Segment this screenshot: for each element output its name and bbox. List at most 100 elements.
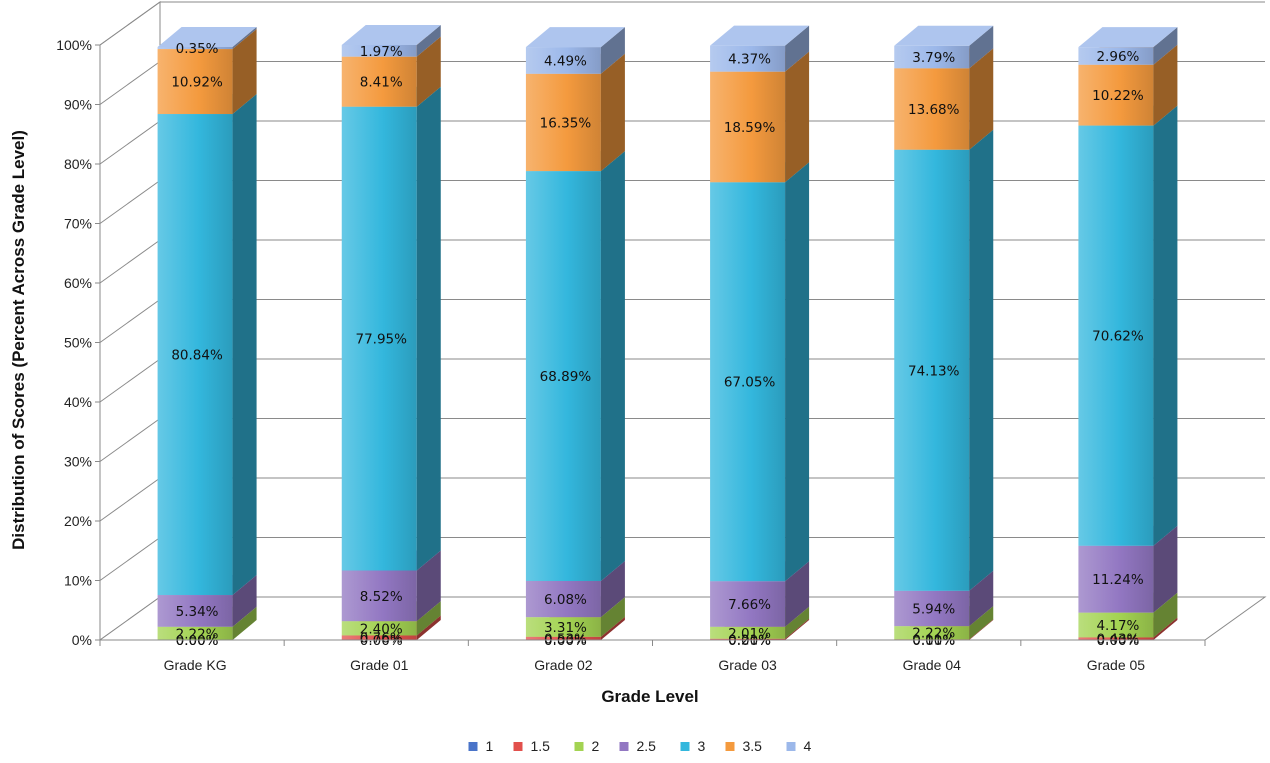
bar-side	[969, 619, 994, 640]
bar-side	[969, 606, 994, 640]
data-label: 0.00%	[912, 633, 955, 649]
bar-front	[894, 626, 970, 640]
bar-front	[894, 590, 970, 627]
legend-label: 3.5	[743, 738, 763, 754]
y-tick-label: 80%	[64, 156, 92, 172]
data-label: 5.94%	[912, 601, 955, 617]
bar-side	[785, 51, 810, 183]
data-label: 3.31%	[544, 620, 587, 636]
bar-front	[157, 49, 233, 115]
data-label: 0.00%	[176, 633, 219, 649]
bar-side	[232, 575, 257, 627]
bar-top	[1078, 27, 1178, 48]
gridline-side	[99, 537, 161, 581]
data-label: 4.17%	[1096, 618, 1139, 634]
gridline-side	[99, 299, 161, 343]
data-label: 0.00%	[176, 633, 219, 649]
data-label: 10.92%	[171, 75, 223, 91]
gridline-side	[99, 180, 161, 224]
data-label: 8.41%	[360, 75, 403, 91]
gridline-side	[99, 1, 161, 46]
bar-segment	[1078, 105, 1178, 546]
data-label: 4.37%	[728, 52, 771, 68]
data-label: 0.00%	[1096, 633, 1139, 649]
bar-front	[710, 626, 786, 639]
bar-side	[416, 615, 441, 640]
y-tick-label: 60%	[64, 275, 92, 291]
legend-item: 2.5	[619, 738, 657, 754]
data-label: 0.00%	[544, 633, 587, 649]
legend-label: 1	[486, 738, 494, 754]
bar-side	[416, 86, 441, 571]
bar-side	[416, 24, 441, 57]
data-label: 70.62%	[1092, 329, 1144, 345]
bar-segment	[341, 36, 441, 107]
bar-front	[525, 580, 601, 618]
data-label: 68.89%	[540, 369, 592, 385]
y-tick-label: 10%	[64, 573, 92, 589]
y-tick-label: 90%	[64, 97, 92, 113]
data-label: 2.01%	[728, 626, 771, 642]
gridline-side	[99, 418, 161, 462]
bar-side	[416, 36, 441, 107]
bar-side	[1153, 44, 1178, 126]
gridline-side	[99, 120, 161, 165]
bar-front	[894, 68, 970, 150]
legend-swatch	[468, 742, 478, 751]
y-tick-label: 70%	[64, 216, 92, 232]
data-label: 2.22%	[912, 626, 955, 642]
data-label: 8.52%	[360, 589, 403, 605]
data-label: 1.97%	[360, 44, 403, 60]
bar-segment	[525, 27, 625, 74]
bar-side	[785, 606, 810, 639]
legend-item: 4	[786, 738, 812, 754]
bar-front	[710, 71, 786, 183]
bar-segment	[341, 24, 441, 57]
bar-front	[1078, 64, 1154, 126]
x-tick-label: Grade KG	[164, 657, 227, 673]
bar-front	[1078, 125, 1154, 546]
gridline-side	[99, 239, 161, 284]
bar-side	[600, 560, 625, 618]
bar-segment	[157, 26, 257, 50]
legend-label: 2.5	[637, 738, 657, 754]
bar-front	[710, 581, 786, 627]
legend-item: 2	[574, 738, 600, 754]
y-tick-label: 40%	[64, 394, 92, 410]
bar-front	[341, 44, 417, 57]
y-tick-label: 0%	[72, 632, 92, 648]
legend-label: 1.5	[531, 738, 551, 754]
legend-item: 3	[680, 738, 706, 754]
data-label: 5.34%	[176, 604, 219, 620]
bar-side	[232, 29, 257, 115]
x-axis-title: Grade Level	[601, 687, 698, 706]
bar-segment	[525, 151, 625, 581]
bar-front	[1078, 47, 1154, 65]
bar-front	[710, 182, 786, 582]
x-tick-label: Grade 04	[903, 657, 962, 673]
bar-side	[600, 597, 625, 637]
bar-side	[1153, 105, 1178, 546]
bar-front	[157, 46, 233, 50]
y-axis-title: Distribution of Scores (Percent Across G…	[9, 130, 28, 550]
bar-front	[1078, 637, 1154, 640]
bar-segment	[341, 86, 441, 571]
gridline-side	[99, 477, 161, 522]
bar-side	[232, 94, 257, 596]
bar-front	[341, 106, 417, 571]
legend-swatch	[574, 742, 584, 751]
legend-label: 4	[804, 738, 812, 754]
data-label: 0.76%	[360, 631, 403, 647]
x-axis-ticks: Grade KG Grade 01 Grade 02 Grade 03 Grade 04…	[99, 639, 1206, 673]
bar-front	[525, 617, 601, 637]
bar-front	[525, 73, 601, 172]
bar-front	[525, 47, 601, 74]
bar-front	[341, 635, 417, 640]
bar-front	[157, 626, 233, 640]
bar-side	[600, 27, 625, 74]
y-tick-label: 30%	[64, 454, 92, 470]
bar-side	[600, 616, 625, 640]
bar-side	[785, 25, 810, 72]
bar-front	[1078, 612, 1154, 638]
bar-side	[416, 550, 441, 622]
